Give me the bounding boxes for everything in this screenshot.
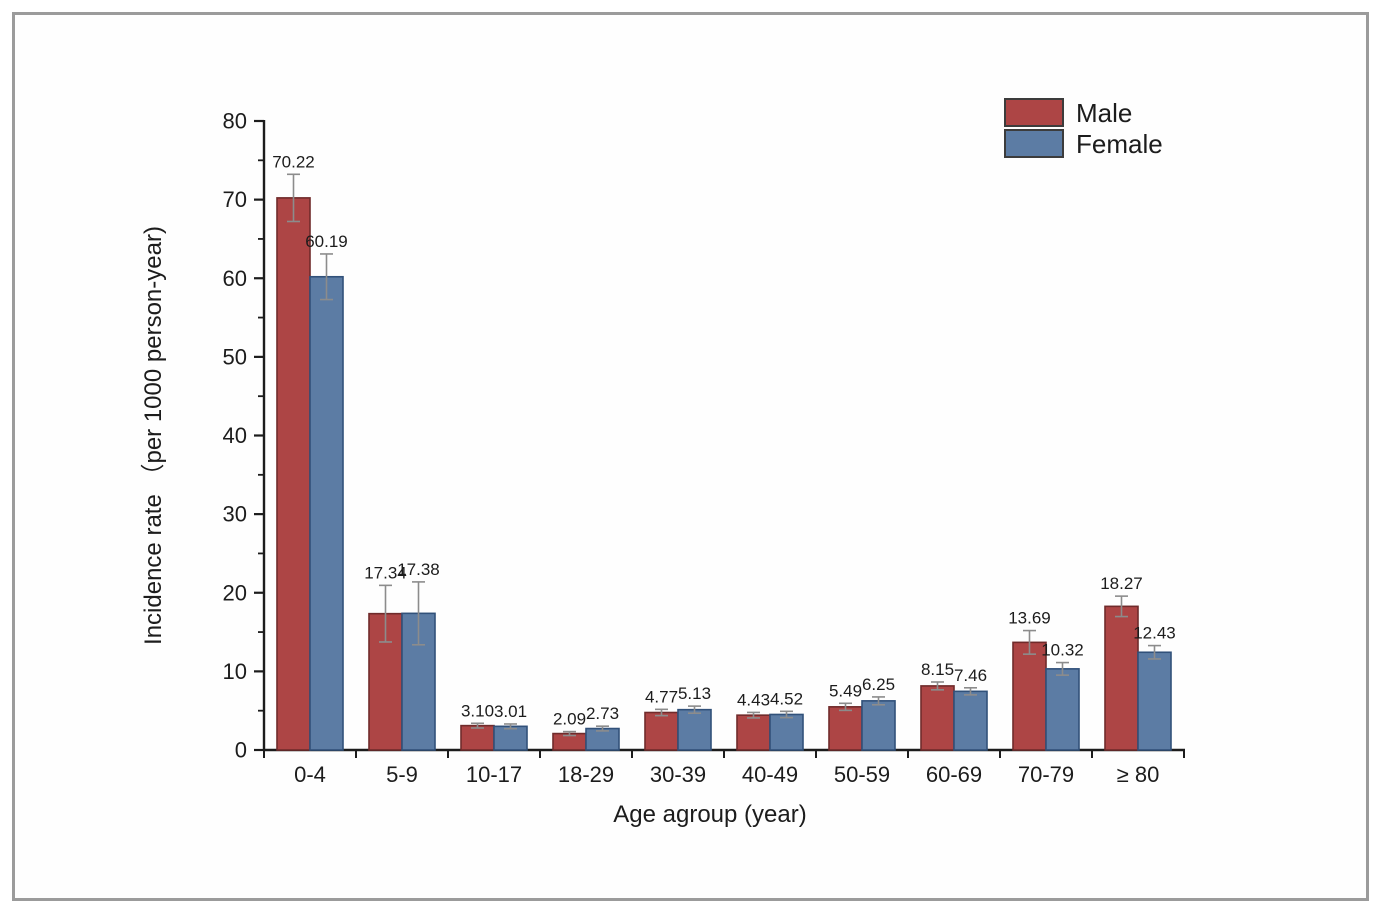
value-label-male-7: 8.15 bbox=[921, 660, 954, 679]
bar-male-60-69 bbox=[920, 685, 955, 751]
value-label-female-3: 2.73 bbox=[586, 704, 619, 723]
value-label-male-6: 5.49 bbox=[829, 681, 862, 700]
bar-female-40-49 bbox=[769, 713, 804, 751]
value-label-female-2: 3.01 bbox=[494, 702, 527, 721]
bar-female-30-39 bbox=[677, 708, 712, 751]
x-axis-tick-label-2: 10-17 bbox=[466, 762, 522, 787]
value-label-female-8: 10.32 bbox=[1041, 641, 1084, 660]
value-label-female-5: 4.52 bbox=[770, 689, 803, 708]
bar-female-50-59 bbox=[861, 700, 896, 751]
axes: 0 10 20 30 40 50 60 70 80 0-4 5-9 10-17 18-29 30-39 40… bbox=[140, 109, 1185, 828]
value-label-female-4: 5.13 bbox=[678, 684, 711, 703]
incidence-rate-bar-chart: 0 10 20 30 40 50 60 70 80 0-4 5-9 10-17 18-29 30-39 40… bbox=[140, 98, 1185, 828]
bar-male-10-17 bbox=[460, 724, 495, 751]
value-label-male-4: 4.77 bbox=[645, 687, 678, 706]
value-label-female-1: 17.38 bbox=[397, 560, 440, 579]
value-label-female-9: 12.43 bbox=[1133, 624, 1176, 643]
y-axis-tick-label: 30 bbox=[223, 502, 247, 527]
bar-female-0-4 bbox=[309, 275, 344, 751]
x-axis-tick-label-8: 70-79 bbox=[1018, 762, 1074, 787]
value-label-male-8: 13.69 bbox=[1008, 609, 1051, 628]
legend-swatch-male-icon bbox=[1004, 98, 1064, 127]
bar-male-0-4 bbox=[276, 197, 311, 751]
bar-female-10-17 bbox=[493, 725, 528, 751]
bar-female-≥ 80 bbox=[1137, 651, 1172, 751]
y-axis-tick-label: 40 bbox=[223, 423, 247, 448]
screenshot-frame: 0 10 20 30 40 50 60 70 80 0-4 5-9 10-17 18-29 30-39 40… bbox=[12, 12, 1369, 901]
error-bars-and-labels: 70.22 17.34 3.10 2.09 4.77 4.43 5.49 8.15 13.69 1… bbox=[272, 152, 1176, 737]
value-label-female-7: 7.46 bbox=[954, 666, 987, 685]
value-label-male-1: 17.34 bbox=[364, 563, 407, 582]
legend-label-female: Female bbox=[1076, 129, 1163, 159]
value-label-male-2: 3.10 bbox=[461, 701, 494, 720]
legend-item-male: Male bbox=[1004, 98, 1132, 128]
x-axis-tick-label-0: 0-4 bbox=[294, 762, 326, 787]
x-axis-title: Age agroup (year) bbox=[613, 801, 806, 828]
x-axis-tick-label-9: ≥ 80 bbox=[1117, 762, 1160, 787]
bar-male-50-59 bbox=[828, 706, 863, 751]
legend-item-female: Female bbox=[1004, 129, 1163, 159]
x-axis-tick-label-1: 5-9 bbox=[386, 762, 418, 787]
y-axis-tick-label: 20 bbox=[223, 580, 247, 605]
x-axis-tick-label-6: 50-59 bbox=[834, 762, 890, 787]
bar-male-30-39 bbox=[644, 711, 679, 751]
bar-female-70-79 bbox=[1045, 668, 1080, 751]
x-axis-tick-label-3: 18-29 bbox=[558, 762, 614, 787]
x-axis-tick-label-5: 40-49 bbox=[742, 762, 798, 787]
bar-female-60-69 bbox=[953, 690, 988, 751]
y-axis-tick-label: 50 bbox=[223, 344, 247, 369]
y-axis-tick-label: 80 bbox=[223, 109, 247, 134]
y-axis-tick-label: 60 bbox=[223, 266, 247, 291]
value-label-male-0: 70.22 bbox=[272, 152, 315, 171]
y-axis-tick-label: 0 bbox=[235, 738, 247, 763]
y-axis-tick-label: 10 bbox=[223, 659, 247, 684]
y-axis-title: Incidence rate （per 1000 person-year) bbox=[140, 226, 167, 645]
legend-label-male: Male bbox=[1076, 98, 1132, 128]
value-label-male-5: 4.43 bbox=[737, 690, 770, 709]
value-label-female-0: 60.19 bbox=[305, 232, 348, 251]
value-label-male-9: 18.27 bbox=[1100, 574, 1143, 593]
value-label-male-3: 2.09 bbox=[553, 710, 586, 729]
value-label-female-6: 6.25 bbox=[862, 675, 895, 694]
bar-male-40-49 bbox=[736, 714, 771, 751]
legend-swatch-female-icon bbox=[1004, 129, 1064, 158]
x-axis-tick-label-7: 60-69 bbox=[926, 762, 982, 787]
bar-male-≥ 80 bbox=[1104, 605, 1139, 751]
y-axis-tick-label: 70 bbox=[223, 187, 247, 212]
bars bbox=[276, 197, 1172, 751]
x-axis-tick-label-4: 30-39 bbox=[650, 762, 706, 787]
bar-female-18-29 bbox=[585, 727, 620, 751]
